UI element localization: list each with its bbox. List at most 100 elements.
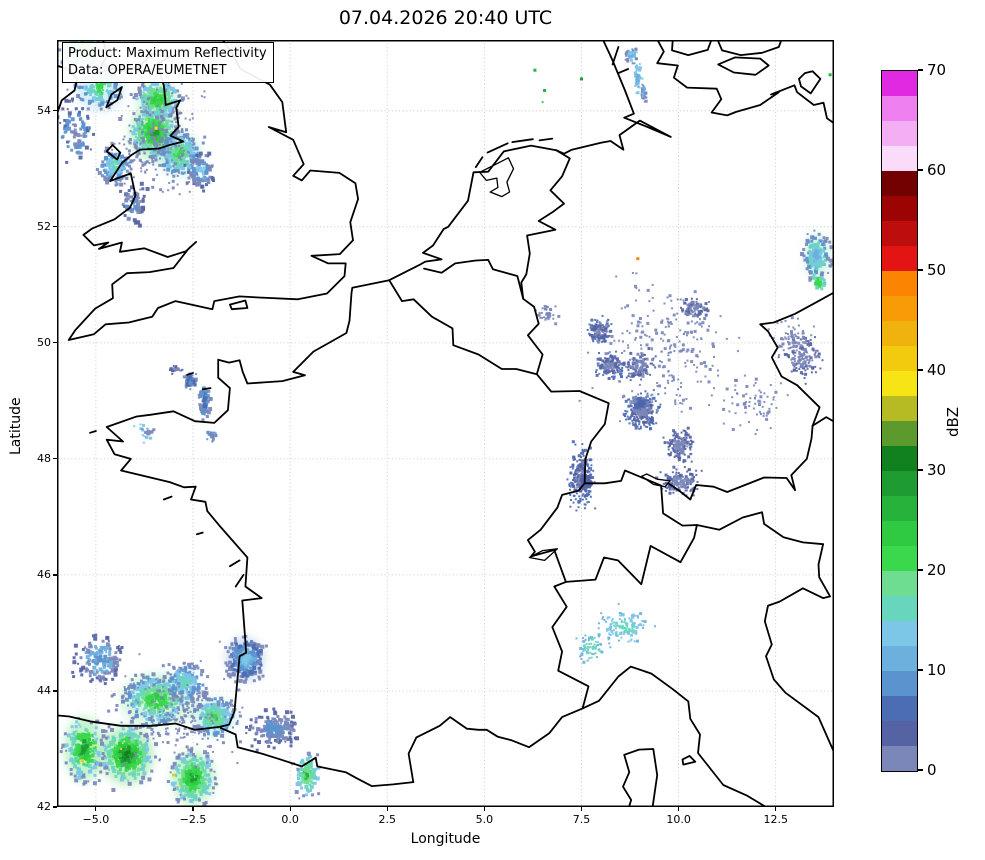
colorbar-segment [882,171,917,196]
coast-continent-west [57,40,672,731]
x-tick-label: 7.5 [572,813,591,826]
islands-small [162,495,173,501]
y-tick-label: 48 [37,451,51,465]
colorbar-tick-mark [918,769,923,771]
colorbar-tick-mark [918,169,923,171]
island-sjaelland [716,40,783,56]
colorbar-label: dBZ [944,406,962,437]
x-tick-mark [483,807,485,811]
colorbar-segment [882,346,917,371]
y-tick-mark [53,690,57,692]
y-tick-label: 46 [37,567,51,581]
y-tick-mark [53,574,57,576]
colorbar-segment [882,221,917,246]
coast-adriatic [763,543,834,755]
y-tick-label: 42 [37,800,51,813]
colorbar-segment [882,296,917,321]
coastlines-and-borders [57,40,834,807]
border-pyrenees [220,727,415,787]
x-tick-mark [95,807,97,811]
colorbar-segment [882,371,917,396]
colorbar [881,70,918,772]
colorbar-tick-mark [918,69,923,71]
islands-small [89,430,97,434]
colorbar-segment [882,246,917,271]
x-tick-mark [192,807,194,811]
border-france-northeast [388,279,610,485]
island-corsica [622,748,659,807]
colorbar-tick-label: 70 [927,61,947,79]
colorbar-segment [882,421,917,446]
y-tick-label: 52 [37,219,51,233]
colorbar-segment [882,271,917,296]
islands-small [201,387,212,391]
colorbar-tick-mark [918,569,923,571]
colorbar-segment [882,471,917,496]
colorbar-tick-label: 0 [927,761,937,779]
y-tick-label: 44 [37,683,51,697]
x-tick-label: −5.0 [82,813,110,826]
x-axis-label: Longitude [410,831,481,847]
border-netherlands-germany [520,149,571,300]
lake-geneva [528,548,559,562]
colorbar-segment [882,571,917,596]
islands-wadden [617,68,629,74]
x-tick-label: 12.5 [763,813,788,826]
product-annotation-box: Product: Maximum Reflectivity Data: OPER… [62,42,274,84]
figure-title: 07.04.2026 20:40 UTC [338,7,553,29]
island-fyn [671,40,713,56]
y-tick-mark [53,342,57,344]
colorbar-segment [882,596,917,621]
colorbar-tick-mark [918,269,923,271]
islands-small [229,559,241,568]
colorbar-segment [882,196,917,221]
coast-mediterranean [407,665,767,807]
island-man [105,86,123,109]
island-anglesey [105,144,122,161]
coast-baltic [656,40,834,125]
islands-wadden [486,142,509,154]
y-tick-label: 54 [37,103,51,117]
colorbar-tick-label: 50 [927,261,947,279]
colorbar-segment [882,671,917,696]
islands-small [196,531,204,536]
y-tick-mark [53,806,57,808]
island-wight [229,299,249,311]
x-tick-mark [580,807,583,811]
y-tick-mark [53,458,57,460]
border-italy-austria [696,511,824,546]
colorbar-segment [882,696,917,721]
annotation-data-line: Data: OPERA/EUMETNET [68,63,227,79]
border-germany-czechia [759,291,834,427]
x-tick-label: 2.5 [378,813,396,826]
colorbar-segment [882,746,917,771]
islands-wadden [538,137,554,142]
islands-wadden [511,138,534,143]
colorbar-tick-mark [918,669,923,671]
colorbar-segment [882,446,917,471]
island-ruegen [798,70,822,95]
x-tick-mark [678,807,680,811]
islands-wadden [611,46,620,66]
island-elba [681,755,697,766]
colorbar-segment [882,146,917,171]
colorbar-tick-label: 40 [927,361,947,379]
colorbar-tick-label: 10 [927,661,947,679]
colorbar-segment [882,721,917,746]
x-tick-mark [289,807,291,811]
border-france-italy [551,581,590,710]
radar-echo-layer [57,40,834,806]
colorbar-segment [882,521,917,546]
islands-wadden [474,156,484,168]
colorbar-segment [882,71,917,96]
x-tick-label: 0.0 [281,813,299,826]
islands-small [186,372,194,376]
colorbar-segment [882,546,917,571]
y-axis-label: Latitude [8,397,24,455]
colorbar-segment [882,646,917,671]
radar-map-canvas [57,40,834,807]
colorbar-tick-mark [918,369,923,371]
coast-great-britain [67,40,359,341]
colorbar-tick-mark [918,469,923,471]
lake-ijsselmeer [479,157,515,198]
